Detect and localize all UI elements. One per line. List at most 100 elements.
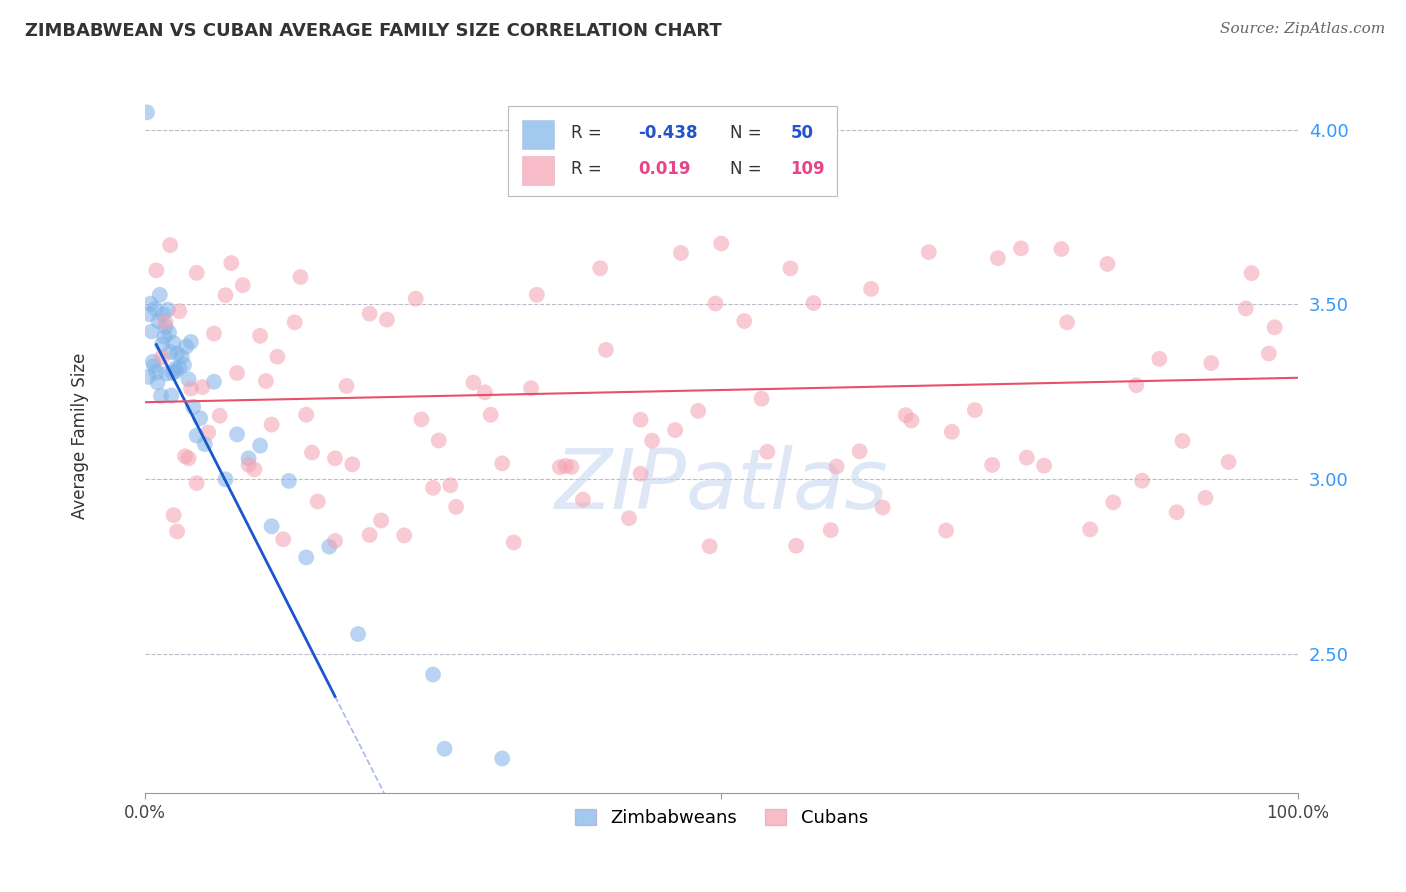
Point [479, 408, 502, 422]
Point [290, 270, 312, 285]
Point [277, 474, 299, 488]
Point [335, 379, 357, 393]
Point [202, 326, 225, 341]
Point [848, 444, 870, 458]
Point [785, 539, 807, 553]
Text: 50: 50 [790, 124, 814, 143]
Point [180, 382, 202, 396]
Point [1194, 491, 1216, 505]
Point [751, 392, 773, 406]
Point [150, 337, 173, 351]
Point [301, 445, 323, 459]
Point [342, 458, 364, 472]
Point [202, 375, 225, 389]
Point [1171, 434, 1194, 448]
Point [433, 741, 456, 756]
Text: 0.019: 0.019 [638, 160, 690, 178]
Point [756, 445, 779, 459]
Point [1257, 346, 1279, 360]
Point [148, 314, 170, 328]
Point [152, 307, 174, 321]
Point [138, 307, 160, 321]
Point [177, 451, 200, 466]
Text: R =: R = [571, 160, 602, 178]
Point [142, 355, 165, 369]
Point [191, 380, 214, 394]
Point [502, 535, 524, 549]
Point [526, 287, 548, 301]
FancyBboxPatch shape [522, 120, 554, 149]
Point [630, 467, 652, 481]
Point [323, 451, 346, 466]
Point [163, 362, 186, 376]
Point [617, 511, 640, 525]
Point [149, 288, 172, 302]
Point [165, 364, 187, 378]
Y-axis label: Average Family Size: Average Family Size [72, 352, 89, 518]
Text: Source: ZipAtlas.com: Source: ZipAtlas.com [1219, 22, 1385, 37]
Point [699, 539, 721, 553]
Point [411, 412, 433, 426]
Point [136, 369, 159, 384]
Point [589, 261, 612, 276]
Point [181, 400, 204, 414]
Point [710, 236, 733, 251]
Text: R =: R = [571, 124, 602, 143]
Text: N =: N = [731, 124, 762, 143]
Point [860, 282, 883, 296]
Point [197, 425, 219, 440]
Point [1033, 458, 1056, 473]
Point [166, 524, 188, 539]
Point [243, 462, 266, 476]
Point [169, 360, 191, 375]
Point [318, 540, 340, 554]
Point [405, 292, 427, 306]
Point [894, 408, 917, 422]
Text: -0.438: -0.438 [638, 124, 697, 143]
Text: ZIMBABWEAN VS CUBAN AVERAGE FAMILY SIZE CORRELATION CHART: ZIMBABWEAN VS CUBAN AVERAGE FAMILY SIZE … [25, 22, 723, 40]
Point [166, 346, 188, 360]
Point [520, 381, 543, 395]
FancyBboxPatch shape [522, 156, 554, 185]
Point [1130, 474, 1153, 488]
Point [180, 334, 202, 349]
Text: N =: N = [731, 160, 762, 178]
Point [669, 246, 692, 260]
FancyBboxPatch shape [508, 106, 837, 195]
Point [155, 315, 177, 329]
Point [572, 492, 595, 507]
Point [143, 359, 166, 373]
Point [1240, 266, 1263, 280]
Point [186, 266, 208, 280]
Point [194, 437, 217, 451]
Point [295, 550, 318, 565]
Point [491, 456, 513, 470]
Point [145, 263, 167, 277]
Point [260, 417, 283, 432]
Point [232, 278, 254, 293]
Point [174, 449, 197, 463]
Point [188, 411, 211, 425]
Point [145, 365, 167, 379]
Point [375, 312, 398, 326]
Point [156, 302, 179, 317]
Point [170, 350, 193, 364]
Point [1234, 301, 1257, 316]
Point [162, 335, 184, 350]
Point [595, 343, 617, 357]
Point [271, 533, 294, 547]
Point [214, 472, 236, 486]
Point [186, 428, 208, 442]
Point [1050, 242, 1073, 256]
Point [266, 350, 288, 364]
Point [987, 251, 1010, 265]
Point [254, 374, 277, 388]
Point [238, 451, 260, 466]
Text: 109: 109 [790, 160, 825, 178]
Point [162, 508, 184, 523]
Point [439, 478, 461, 492]
Point [159, 238, 181, 252]
Point [463, 376, 485, 390]
Point [186, 476, 208, 491]
Point [444, 500, 467, 514]
